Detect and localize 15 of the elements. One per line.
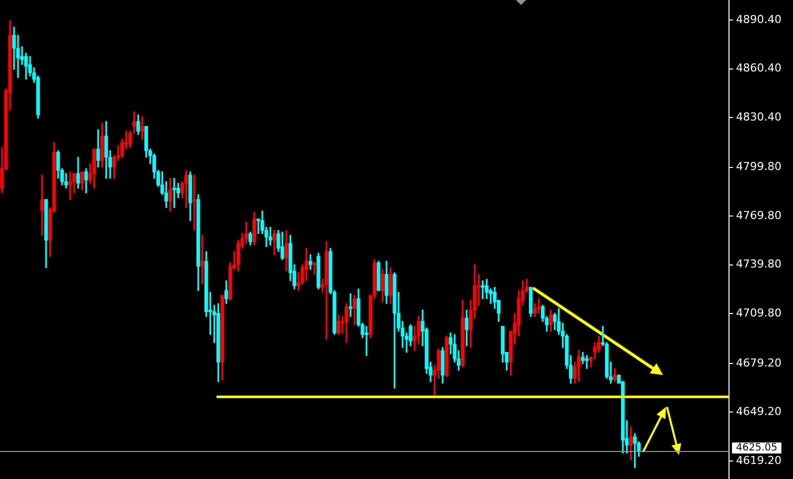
y-tick-label: 4830.40 <box>736 110 782 124</box>
y-tick-label: 4619.20 <box>736 454 782 467</box>
y-tick-label: 4649.20 <box>736 405 782 418</box>
y-tick-label: 4860.40 <box>736 62 782 75</box>
y-tick-label: 4769.80 <box>736 208 782 222</box>
y-tick-label: 4739.80 <box>736 258 782 271</box>
y-tick-label: 4799.80 <box>736 160 782 174</box>
ref-line-label: 4625.05 <box>736 442 778 454</box>
candlestick <box>312 262 316 275</box>
candlestick <box>364 326 368 356</box>
y-tick-label: 4709.80 <box>736 306 782 320</box>
candlestick <box>348 293 352 317</box>
y-tick-label: 4890.40 <box>736 12 782 26</box>
y-tick-label: 4679.20 <box>736 356 782 370</box>
candlestick <box>40 174 44 236</box>
